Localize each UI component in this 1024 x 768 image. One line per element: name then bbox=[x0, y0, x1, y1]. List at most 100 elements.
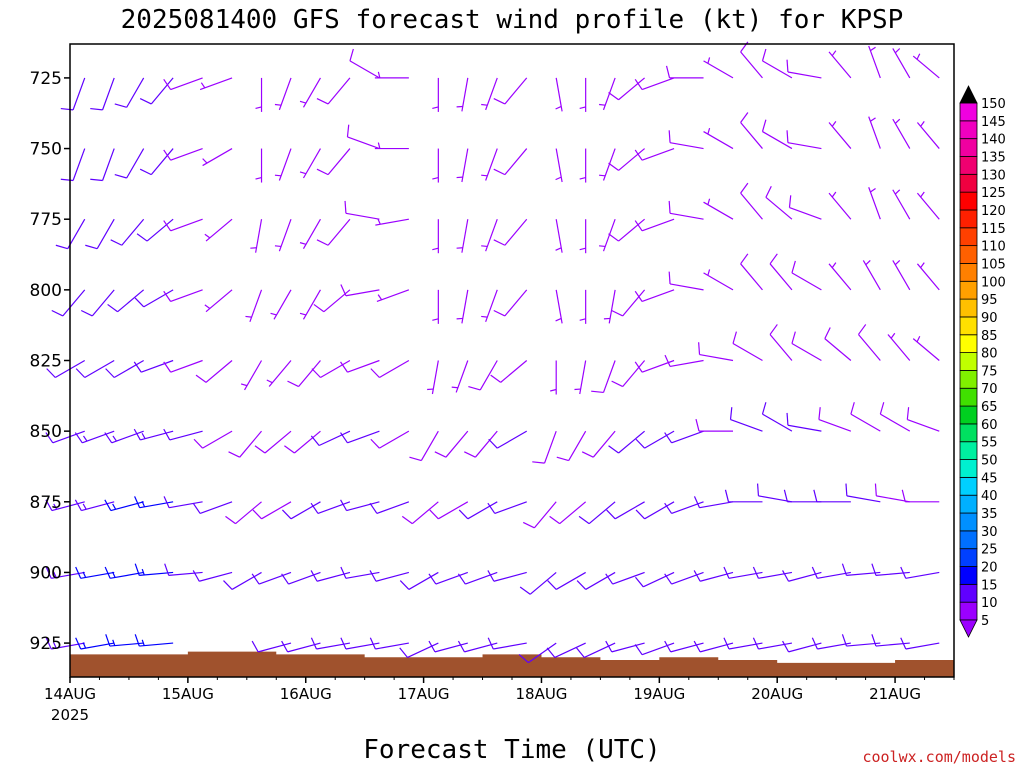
wind-barb bbox=[668, 130, 704, 150]
wind-barb-shaft bbox=[555, 148, 563, 183]
wind-barb-shaft bbox=[278, 77, 292, 111]
wind-barb-half-flag bbox=[53, 503, 58, 510]
wind-barb-half-flag bbox=[240, 383, 248, 387]
wind-barb-flag bbox=[664, 573, 673, 585]
wind-barb bbox=[576, 571, 616, 590]
wind-barb-flag bbox=[369, 502, 378, 514]
wind-barb-flag bbox=[698, 342, 701, 355]
wind-barb-flag bbox=[104, 432, 113, 444]
wind-barb-flag bbox=[845, 483, 848, 496]
wind-barb bbox=[456, 289, 469, 324]
x-axis: 14AUG 15AUG 16AUG 17AUG 18AUG 19AUG 20AUG 21AUG bbox=[44, 677, 955, 703]
wind-barb-shaft bbox=[345, 571, 380, 579]
wind-barb-half-flag bbox=[299, 312, 307, 316]
wind-barb bbox=[868, 116, 881, 149]
wind-barb-flag bbox=[287, 380, 299, 388]
wind-barb-flag bbox=[163, 220, 172, 232]
wind-barb-shaft bbox=[912, 55, 940, 79]
wind-barb bbox=[45, 499, 85, 512]
colorbar-segment bbox=[959, 316, 978, 336]
wind-barb bbox=[133, 359, 174, 373]
wind-barb-flag bbox=[370, 368, 380, 378]
wind-barb-flag bbox=[340, 637, 347, 650]
wind-barb-shaft bbox=[916, 192, 940, 220]
wind-barb-shaft bbox=[703, 272, 734, 291]
wind-barb-shaft bbox=[258, 642, 292, 653]
wind-barb-shaft bbox=[169, 501, 203, 509]
wind-barb bbox=[274, 219, 292, 252]
y-tick-label: 725 bbox=[30, 69, 62, 89]
colorbar-label: 5 bbox=[981, 614, 989, 629]
wind-barb-half-flag bbox=[555, 247, 562, 251]
wind-barb-shaft bbox=[434, 642, 468, 653]
wind-barb-shaft bbox=[670, 642, 704, 653]
wind-barb-half-flag bbox=[599, 245, 606, 248]
wind-barb bbox=[493, 148, 528, 176]
wind-barb-shaft bbox=[96, 218, 115, 249]
wind-barb-half-flag bbox=[432, 318, 439, 321]
wind-barb bbox=[871, 634, 910, 647]
wind-barb-shaft bbox=[81, 501, 115, 512]
wind-barb bbox=[769, 253, 793, 291]
wind-barb bbox=[369, 637, 409, 650]
colorbar-segment bbox=[959, 102, 978, 122]
wind-barb-flag bbox=[782, 570, 790, 582]
wind-barb bbox=[240, 360, 263, 391]
wind-barb-shaft bbox=[758, 571, 793, 579]
wind-barb-flag bbox=[549, 515, 560, 525]
wind-barb bbox=[828, 191, 852, 220]
wind-barb bbox=[664, 354, 704, 367]
wind-barb-flag bbox=[75, 637, 82, 650]
wind-barb bbox=[429, 501, 469, 520]
wind-barb-flag bbox=[90, 178, 103, 182]
wind-barb bbox=[136, 218, 174, 242]
wind-barb-flag bbox=[605, 640, 613, 653]
colorbar-label: 105 bbox=[981, 257, 1006, 272]
wind-barb-shaft bbox=[278, 148, 292, 181]
wind-barb-flag bbox=[493, 239, 506, 246]
wind-barb bbox=[761, 402, 793, 432]
colorbar-segment bbox=[959, 298, 978, 318]
wind-barb bbox=[311, 359, 351, 379]
wind-barb bbox=[274, 148, 292, 181]
wind-barb-flag bbox=[871, 634, 877, 647]
wind-barb-shaft bbox=[347, 136, 380, 150]
wind-barb bbox=[493, 289, 528, 317]
wind-barb-shaft bbox=[485, 219, 498, 252]
wind-barb-shaft bbox=[828, 263, 852, 291]
wind-barb-shaft bbox=[170, 218, 203, 232]
wind-barb bbox=[887, 332, 911, 361]
wind-barb-half-flag bbox=[377, 294, 383, 301]
wind-barb bbox=[228, 430, 262, 458]
colorbar-label: 140 bbox=[981, 133, 1006, 148]
wind-barb-half-flag bbox=[831, 262, 837, 268]
wind-barb-flag bbox=[164, 563, 170, 576]
wind-barb-flag bbox=[752, 566, 759, 579]
wind-barb-shaft bbox=[465, 571, 498, 585]
wind-barb-half-flag bbox=[890, 332, 896, 339]
wind-barb bbox=[346, 124, 380, 150]
wind-barb-flag bbox=[634, 644, 643, 656]
wind-barb bbox=[579, 219, 587, 254]
wind-barb-half-flag bbox=[82, 571, 87, 578]
wind-barb-flag bbox=[281, 509, 292, 520]
wind-barb-shaft bbox=[347, 359, 380, 373]
wind-barb-shaft bbox=[916, 263, 940, 291]
wind-barb-flag bbox=[139, 98, 152, 105]
colorbar-segment bbox=[959, 583, 978, 603]
wind-barb-shaft bbox=[205, 218, 233, 242]
wind-barb-half-flag bbox=[920, 191, 925, 198]
wind-barb-shaft bbox=[407, 642, 439, 659]
wind-barb-flag bbox=[105, 368, 115, 378]
wind-barb-flag bbox=[316, 98, 329, 105]
wind-barb-flag bbox=[134, 496, 141, 508]
wind-barb bbox=[522, 501, 557, 529]
wind-barb-flag bbox=[874, 483, 877, 496]
wind-barb-half-flag bbox=[377, 218, 381, 225]
wind-barb-shaft bbox=[868, 116, 881, 149]
wind-barb bbox=[892, 48, 911, 79]
colorbar-segment bbox=[959, 566, 978, 585]
wind-barb-shaft bbox=[435, 571, 469, 585]
y-tick-label: 850 bbox=[30, 422, 62, 442]
wind-barb-shaft bbox=[762, 131, 793, 150]
